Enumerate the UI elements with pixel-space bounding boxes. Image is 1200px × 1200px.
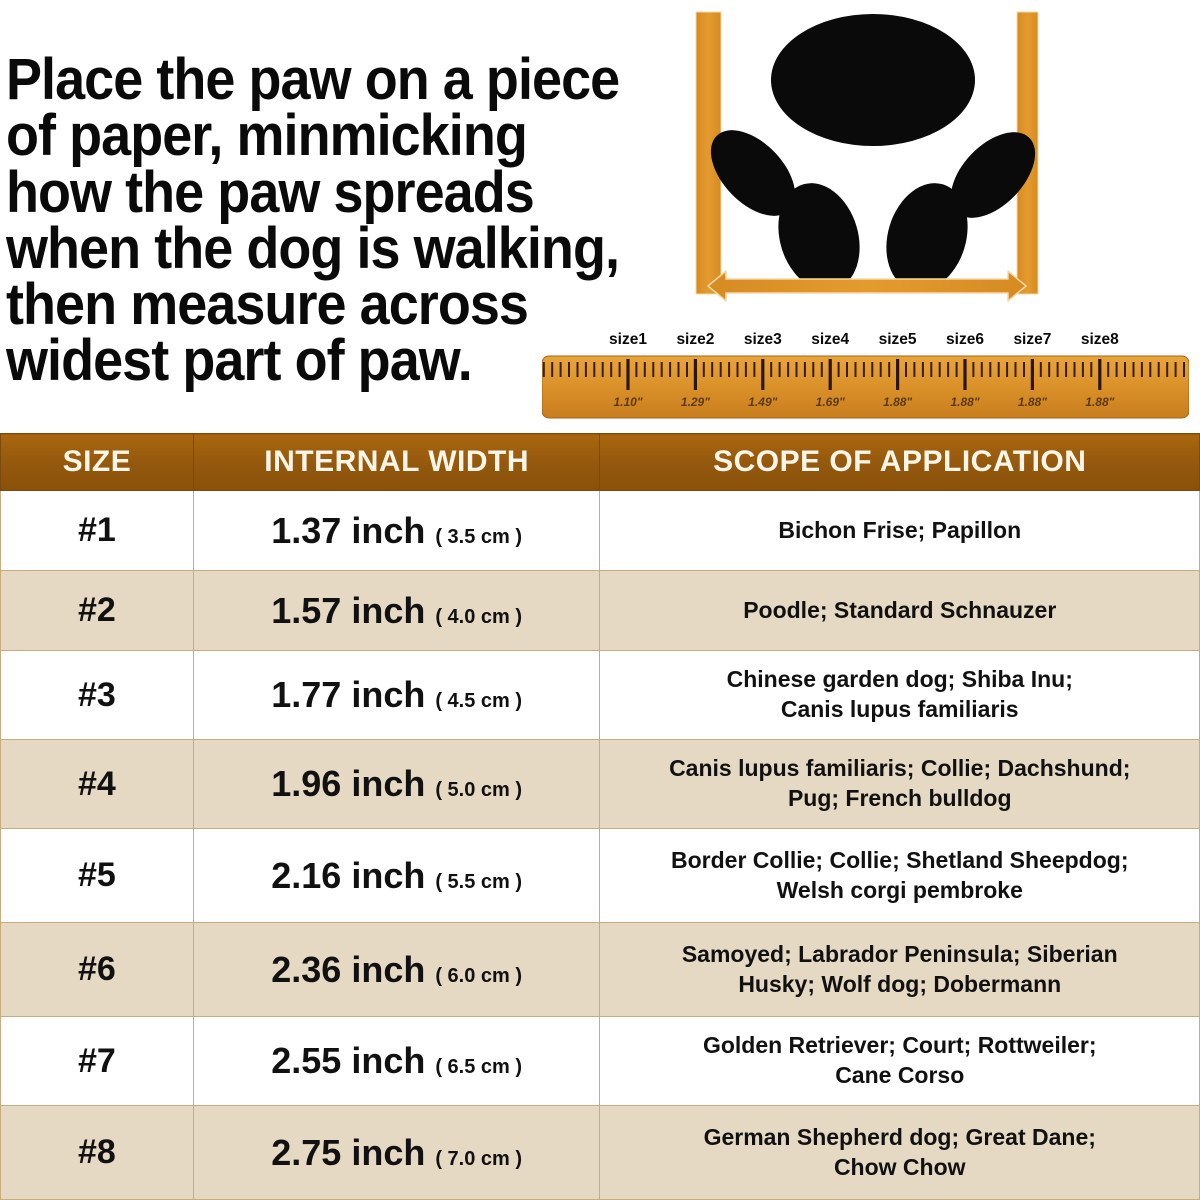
svg-text:size4: size4: [811, 331, 849, 348]
svg-text:size1: size1: [609, 331, 647, 348]
svg-text:size7: size7: [1013, 331, 1051, 348]
svg-text:1.29": 1.29": [681, 395, 710, 409]
svg-text:1.69": 1.69": [816, 395, 845, 409]
svg-text:size2: size2: [676, 331, 714, 348]
svg-text:1.88": 1.88": [1085, 395, 1114, 409]
svg-text:1.88": 1.88": [883, 395, 912, 409]
svg-text:size8: size8: [1081, 331, 1119, 348]
svg-text:1.88": 1.88": [950, 395, 979, 409]
svg-text:1.10": 1.10": [613, 395, 642, 409]
svg-text:size6: size6: [946, 331, 984, 348]
svg-text:1.49": 1.49": [748, 395, 777, 409]
svg-text:size5: size5: [879, 331, 917, 348]
svg-text:size3: size3: [744, 331, 782, 348]
svg-text:1.88": 1.88": [1018, 395, 1047, 409]
